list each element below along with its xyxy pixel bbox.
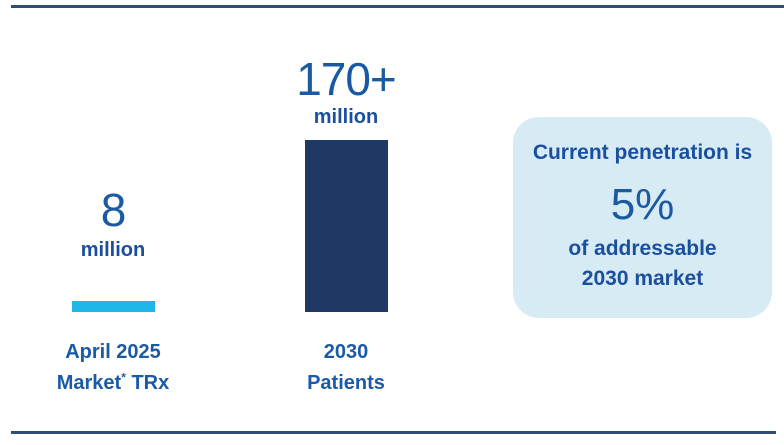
bar-april-2025-trx <box>72 301 155 312</box>
callout-detail-line1: of addressable <box>568 237 717 260</box>
bottom-divider <box>11 431 776 434</box>
category-label-april-2025: April 2025 Market* TRx <box>3 337 223 399</box>
bar-value-2030-patients: 170+ <box>296 53 397 105</box>
bar-2030-patients <box>305 140 388 312</box>
category-label-line2: Market* TRx <box>3 368 223 399</box>
bar-unit-april-2025: million <box>80 239 146 261</box>
category-label-line1: 2030 <box>323 341 369 363</box>
category-label-line2: Patients <box>307 372 385 394</box>
category-label-line1: April 2025 <box>65 341 161 363</box>
bar-value-april-2025: 8 <box>100 184 127 236</box>
bar-unit-2030-patients: million <box>313 106 379 128</box>
category-label-2030-patients: 2030 Patients <box>236 337 456 399</box>
callout-intro: Current penetration is <box>532 141 753 164</box>
penetration-percentage: 5% <box>610 180 675 229</box>
footnote-asterisk: * <box>121 370 126 385</box>
category-word: Market <box>56 372 122 394</box>
category-rest: TRx <box>131 372 170 394</box>
top-divider <box>11 5 784 8</box>
penetration-callout: Current penetration is 5% of addressable… <box>513 117 772 318</box>
callout-detail-line2: 2030 market <box>581 267 704 290</box>
